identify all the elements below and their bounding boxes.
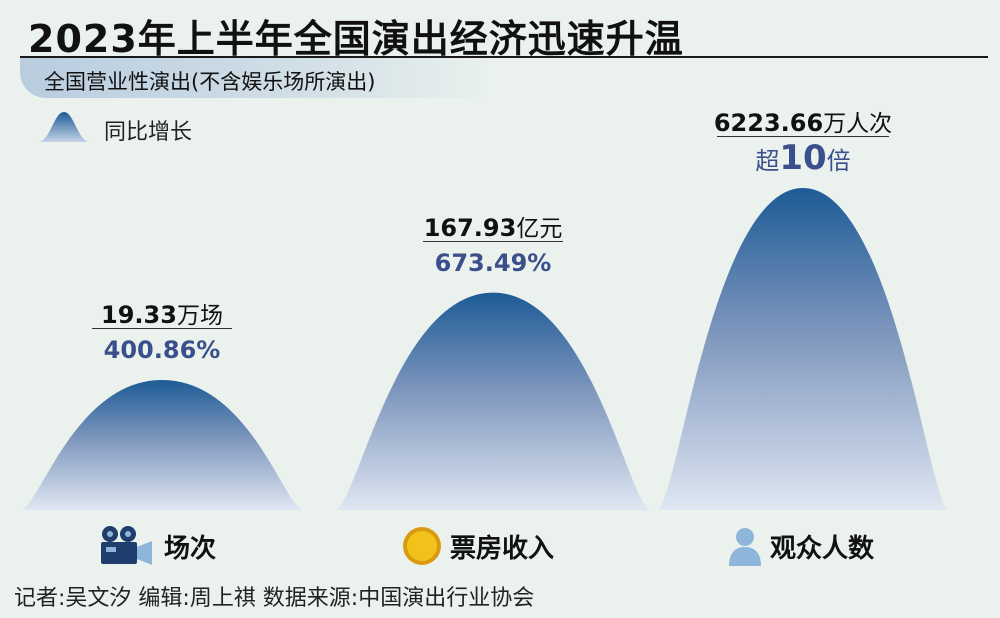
subtitle: 全国营业性演出(不含娱乐场所演出): [44, 70, 376, 94]
growth-suffix: 倍: [826, 147, 851, 175]
value-label-sessions: 19.33万场: [52, 296, 272, 330]
page-title: 2023年上半年全国演出经济迅速升温: [28, 17, 684, 61]
film-camera-icon: [101, 526, 152, 565]
legend-label: 同比增长: [104, 120, 193, 145]
growth-number: 10: [779, 138, 827, 178]
value-label-box-office: 167.93亿元: [383, 209, 603, 243]
peak-2: [657, 188, 949, 510]
growth-label-box-office: 673.49%: [434, 248, 552, 277]
category-sessions: 场次: [98, 524, 216, 568]
footer-credit: 记者:吴文汐 编辑:周上祺 数据来源:中国演出行业协会: [14, 586, 535, 611]
coin-icon: [403, 527, 441, 565]
value-amount: 19.33: [101, 301, 177, 329]
person-icon: [729, 528, 761, 566]
peak-0: [20, 380, 304, 510]
value-unit: 万场: [176, 303, 223, 329]
category-label: 场次: [164, 533, 217, 564]
value-rule: [717, 136, 889, 137]
growth-label-sessions: 400.86%: [103, 336, 221, 364]
peak-1: [335, 292, 651, 510]
value-label-audience: 6223.66万人次: [693, 104, 913, 138]
value-unit: 万人次: [823, 111, 893, 137]
value-amount: 6223.66: [713, 109, 824, 137]
legend-peak-icon: [38, 112, 90, 142]
category-box-office: 票房收入: [402, 524, 554, 568]
title-underline: [20, 56, 988, 58]
subtitle-banner: [20, 58, 500, 98]
growth-prefix: 超: [755, 147, 780, 175]
category-audience: 观众人数: [728, 524, 874, 568]
category-label: 观众人数: [770, 533, 875, 564]
value-rule: [92, 328, 232, 329]
value-unit: 亿元: [516, 215, 563, 242]
growth-label-audience: 超10倍: [693, 138, 913, 178]
value-rule: [423, 240, 563, 242]
category-label: 票房收入: [450, 533, 555, 564]
value-amount: 167.93: [423, 213, 517, 242]
